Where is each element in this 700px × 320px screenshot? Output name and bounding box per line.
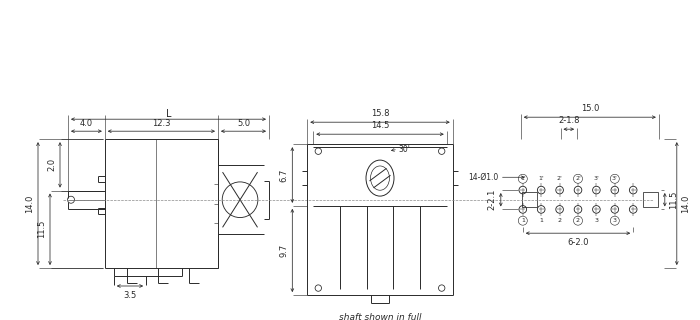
Text: 2': 2' — [556, 176, 563, 181]
Text: 3: 3 — [594, 218, 598, 223]
Text: 14-Ø1.0: 14-Ø1.0 — [468, 173, 499, 182]
Text: 11.5: 11.5 — [668, 190, 678, 209]
Text: 14.0: 14.0 — [681, 195, 690, 213]
Text: 3': 3' — [594, 176, 599, 181]
Text: 14.5: 14.5 — [371, 121, 389, 130]
Text: 2: 2 — [576, 218, 580, 223]
Text: 1': 1' — [538, 176, 544, 181]
Text: 1': 1' — [520, 176, 526, 181]
Text: 12.3: 12.3 — [152, 119, 171, 128]
Text: 2-1.8: 2-1.8 — [558, 116, 580, 125]
Text: 2': 2' — [575, 176, 581, 181]
Text: 2: 2 — [558, 218, 561, 223]
Text: 3: 3 — [612, 218, 617, 223]
Text: 11.5: 11.5 — [37, 220, 46, 238]
Bar — [643, 193, 658, 207]
Text: 1: 1 — [521, 218, 525, 223]
Text: 15.8: 15.8 — [371, 109, 389, 118]
Text: 14.0: 14.0 — [25, 195, 34, 213]
Text: 4.0: 4.0 — [80, 119, 93, 128]
Text: 15.0: 15.0 — [580, 104, 599, 113]
Text: 3': 3' — [612, 176, 617, 181]
Text: 5.0: 5.0 — [237, 119, 250, 128]
Text: 2-2.1: 2-2.1 — [488, 189, 497, 211]
Text: L: L — [166, 109, 172, 119]
Text: 9.7: 9.7 — [279, 244, 288, 257]
Text: 1: 1 — [539, 218, 543, 223]
Bar — [522, 193, 537, 207]
Text: shaft shown in full
C.C.W. position: shaft shown in full C.C.W. position — [339, 313, 421, 320]
Text: 2.0: 2.0 — [47, 158, 56, 172]
Text: 30': 30' — [398, 145, 410, 154]
Text: 6.7: 6.7 — [279, 168, 288, 182]
Text: 3.5: 3.5 — [123, 291, 136, 300]
Text: 6-2.0: 6-2.0 — [567, 238, 589, 247]
